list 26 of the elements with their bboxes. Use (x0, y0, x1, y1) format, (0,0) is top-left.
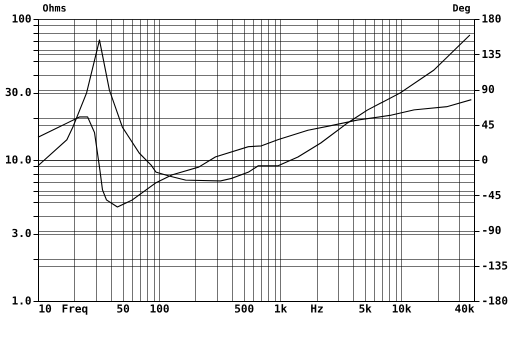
y2-tick-label: 180 (482, 12, 502, 26)
y-axis-title: Ohms (42, 4, 67, 14)
x-tick-label: 10k (392, 302, 412, 316)
y2-tick-label: 90 (482, 83, 495, 96)
x-tick-label: 10 (38, 302, 52, 316)
y2-tick-label: 135 (482, 48, 502, 61)
y2-tick-label: 0 (482, 154, 488, 166)
x-tick-label: Hz (310, 302, 324, 316)
x-tick-label: Freq (62, 302, 88, 316)
x-tick-label: 1k (274, 302, 288, 316)
y-tick-label: 1.0 (12, 294, 32, 308)
y-tick-label: 100 (12, 12, 32, 26)
y2-tick-label: 45 (482, 118, 495, 132)
x-tick-label: 50 (116, 302, 130, 316)
y2-tick-label: -135 (482, 259, 508, 272)
y-tick-label: 30.0 (5, 86, 32, 100)
x-tick-label: 500 (234, 302, 254, 316)
y-tick-label: 3.0 (12, 227, 32, 240)
y2-tick-label: -45 (482, 188, 502, 202)
x-tick-label: 40k (454, 302, 475, 316)
y-tick-label: 10.0 (5, 154, 32, 166)
y2-tick-label: -90 (482, 224, 502, 237)
x-tick-label: 100 (150, 302, 170, 316)
y2-axis-title: Deg (452, 4, 470, 14)
y2-tick-label: -180 (482, 294, 508, 308)
x-tick-label: 5k (358, 302, 372, 316)
